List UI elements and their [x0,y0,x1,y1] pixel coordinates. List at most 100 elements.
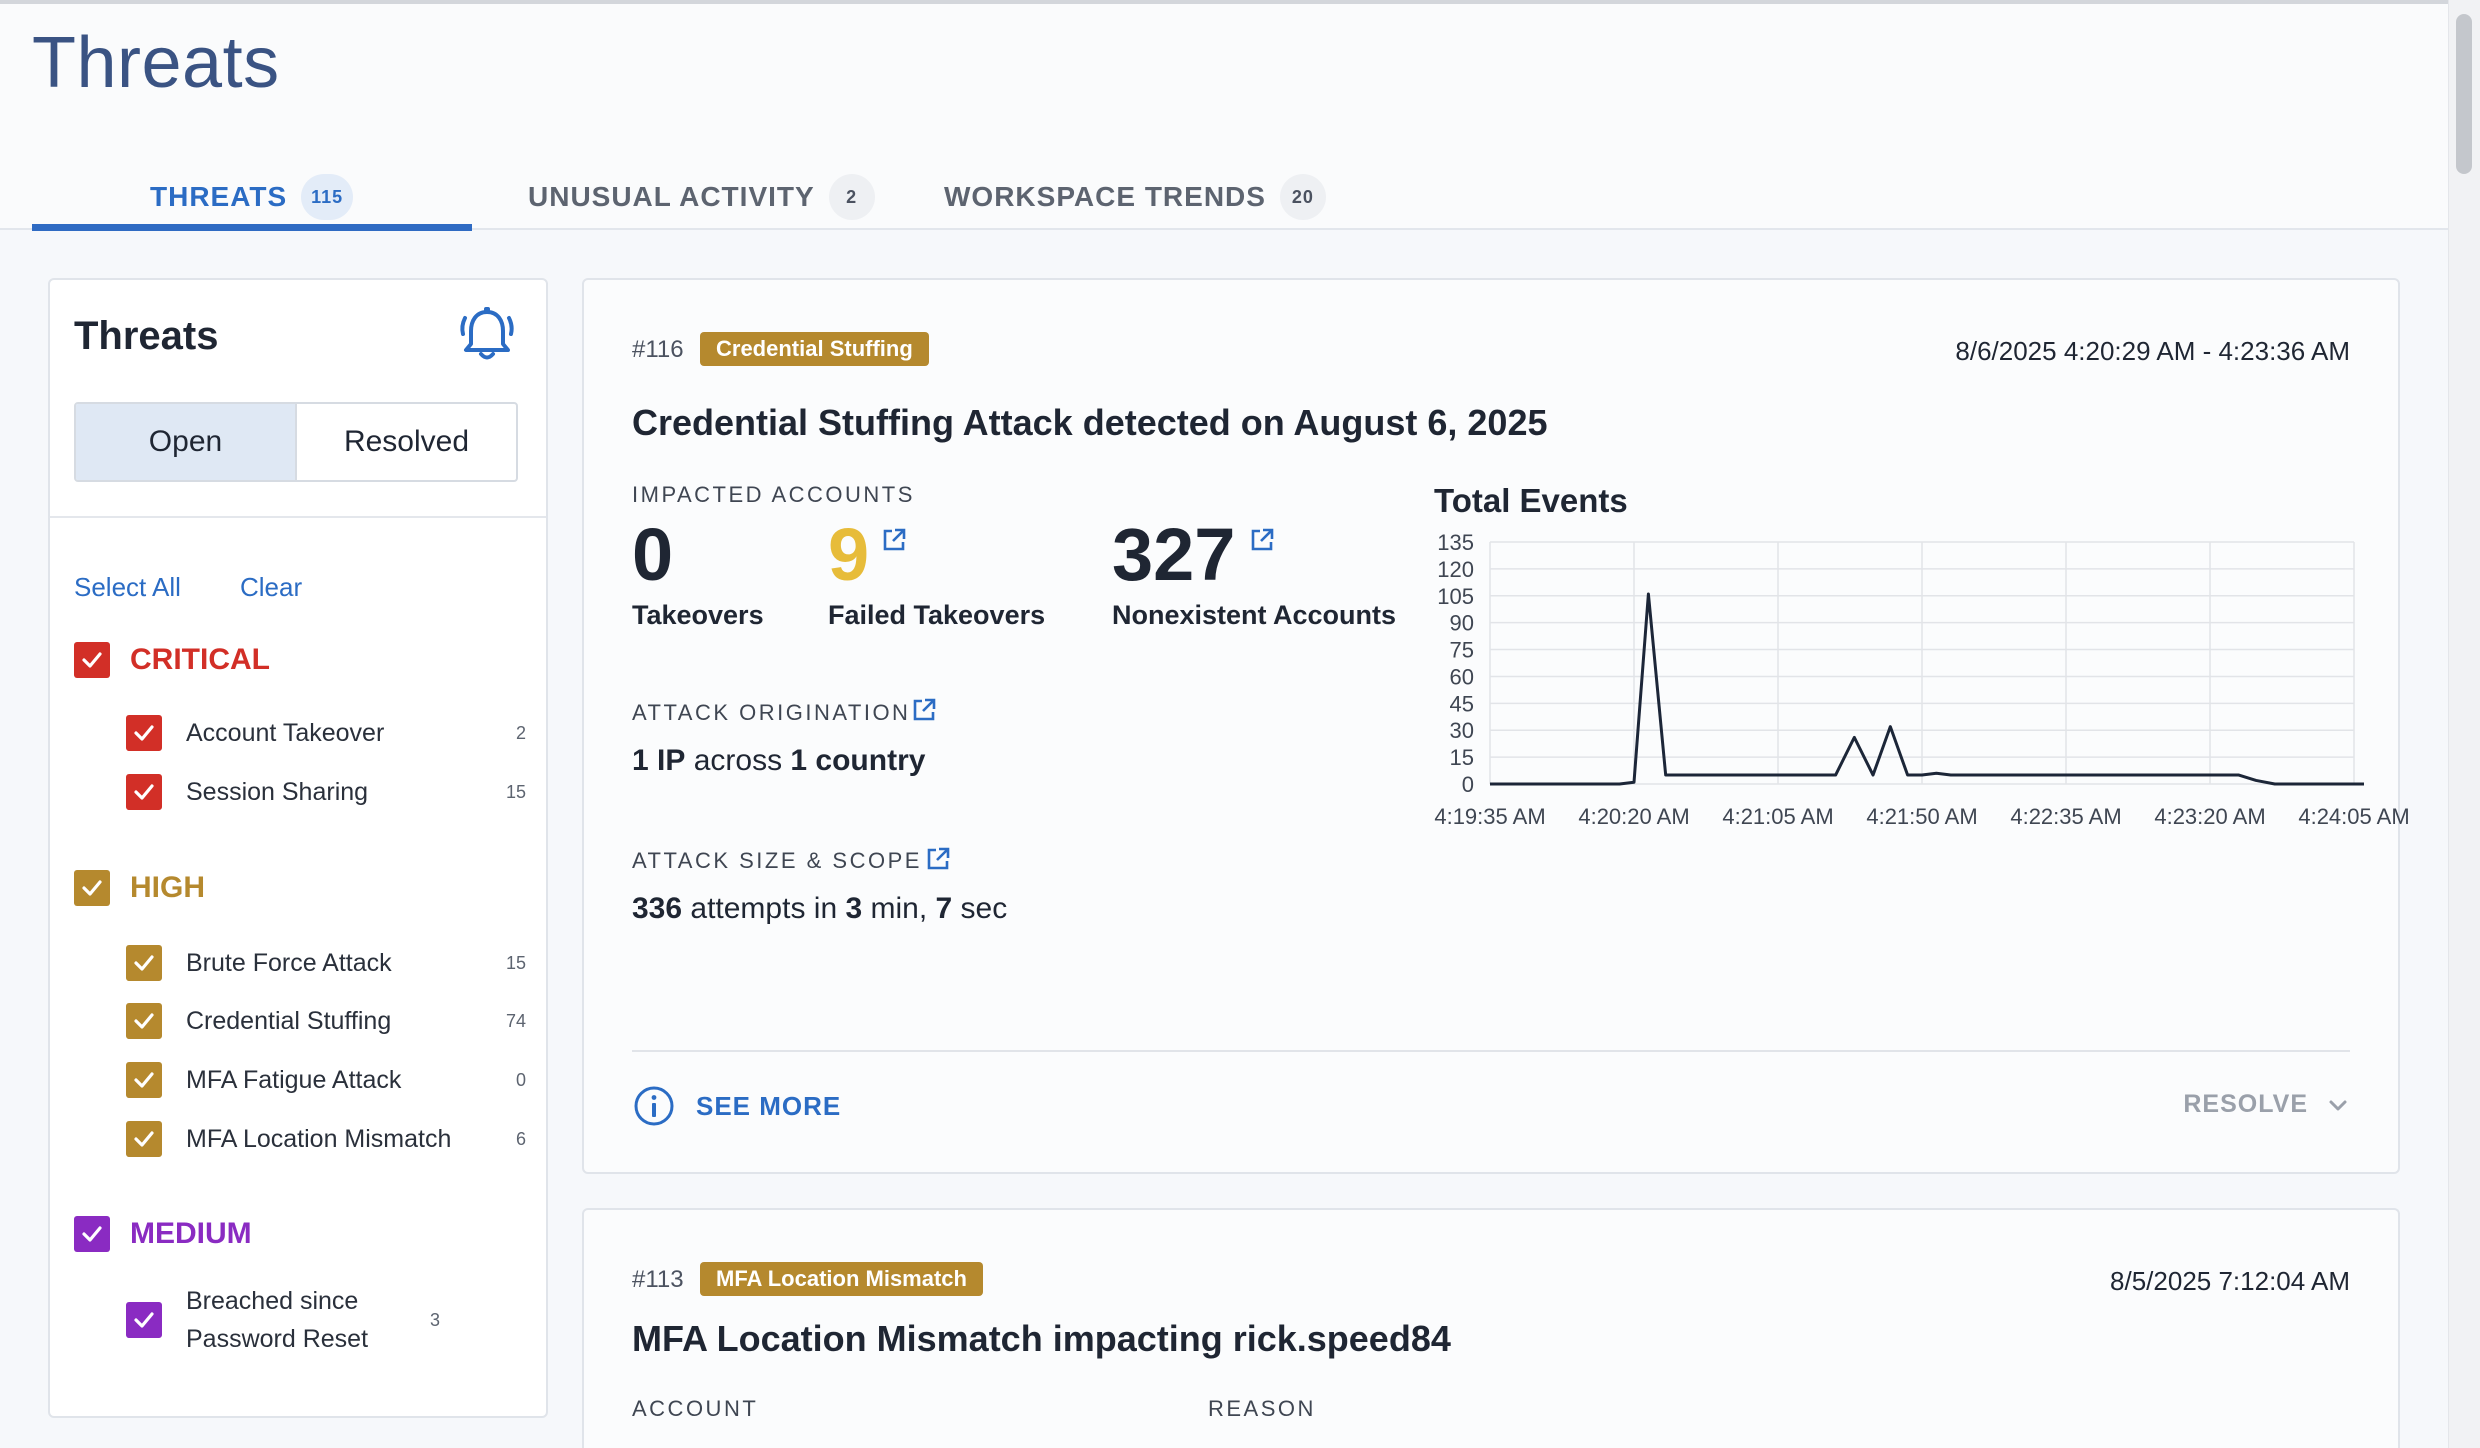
filter-item-label: Credential Stuffing [186,1007,392,1035]
nonexistent-accounts-label: Nonexistent Accounts [1112,600,1397,630]
filter-item-session-sharing[interactable]: Session Sharing 15 [126,773,526,811]
scrollbar[interactable] [2448,0,2480,1448]
checkbox[interactable] [126,945,162,981]
filter-item-count: 3 [429,1309,440,1330]
select-all-link[interactable]: Select All [74,572,181,602]
checkbox[interactable] [126,1062,162,1098]
open-toggle-button[interactable]: Open [76,404,297,480]
chart-series-line [1490,592,2364,786]
chart-x-tick-label: 4:23:20 AM [2154,804,2266,829]
threat-id: #116 [632,336,684,363]
threat-title[interactable]: Credential Stuffing Attack detected on A… [632,402,1548,443]
status-toggle: Open Resolved [74,402,518,482]
chart-y-tick-label: 105 [1437,584,1474,609]
filter-item-mfa-location-mismatch[interactable]: MFA Location Mismatch 6 [126,1120,526,1158]
tab-count: 115 [301,174,354,220]
checkbox[interactable] [126,774,162,810]
resolved-toggle-button[interactable]: Resolved [343,425,470,458]
attack-origination-value: 1 IP across 1 country [632,744,925,778]
chart-y-tick-label: 30 [1450,718,1474,743]
tab-label: UNUSUAL ACTIVITY [528,181,815,212]
account-label: ACCOUNT [632,1396,759,1421]
resolve-dropdown[interactable]: RESOLVE [2183,1090,2350,1119]
clear-link[interactable]: Clear [240,572,303,602]
checkbox[interactable] [126,1302,162,1338]
checkbox[interactable] [126,715,162,751]
chart-x-tick-label: 4:21:05 AM [1722,804,1834,829]
threat-filter-sidebar: Threats Open Resolved Select All Clear C… [48,278,548,1418]
filter-item-account-takeover[interactable]: Account Takeover 2 [126,714,526,752]
group-label: CRITICAL [130,643,270,676]
active-tab-indicator [32,224,472,231]
filter-item-breached-since-reset[interactable]: Breached since Password Reset 3 [126,1282,526,1358]
threat-date: 8/6/2025 4:20:29 AM - 4:23:36 AM [1955,336,2350,366]
check-icon [134,725,154,741]
checkbox[interactable] [74,870,110,906]
attack-origination-text: ATTACK ORIGINATION [632,700,911,725]
chart-x-axis: 4:19:35 AM 4:20:20 AM 4:21:05 AM 4:21:50 AM… [1424,804,2409,844]
filter-item-brute-force[interactable]: Brute Force Attack 15 [126,944,526,982]
threat-card: #116 Credential Stuffing 8/6/2025 4:20:2… [582,278,2410,1174]
group-label: MEDIUM [130,1217,252,1250]
chart-x-tick-label: 4:20:20 AM [1578,804,1690,829]
external-link-icon[interactable] [924,845,952,873]
chevron-down-icon [2329,1100,2347,1110]
tab-unusual-activity[interactable]: UNUSUAL ACTIVITY 2 [528,164,875,230]
impacted-accounts-label: IMPACTED ACCOUNTS [632,482,915,507]
nonexistent-accounts-value: 327 [1112,513,1236,596]
chart-title: Total Events [1434,482,1628,519]
info-icon [634,1086,674,1126]
group-critical[interactable]: CRITICAL [74,642,270,678]
reason-label: REASON [1208,1396,1316,1421]
filter-item-credential-stuffing[interactable]: Credential Stuffing 74 [126,1002,526,1040]
checkbox[interactable] [74,642,110,678]
see-more-button[interactable]: SEE MORE [632,1084,841,1128]
failed-takeovers-value: 9 [828,513,870,596]
divider [50,516,546,518]
checkbox[interactable] [126,1121,162,1157]
bell-icon[interactable] [456,304,518,366]
chart-x-tick-label: 4:22:35 AM [2010,804,2122,829]
chart-y-tick-label: 120 [1437,557,1474,582]
filter-item-mfa-fatigue[interactable]: MFA Fatigue Attack 0 [126,1061,526,1099]
filter-item-count: 15 [505,781,526,802]
scrollbar-thumb[interactable] [2456,14,2472,174]
tab-count: 20 [1279,174,1326,220]
check-icon [134,955,154,971]
external-link-icon[interactable] [910,696,938,724]
attack-size-label: ATTACK SIZE & SCOPE [632,848,922,874]
tab-label: THREATS [150,181,288,212]
failed-takeovers-label: Failed Takeovers [828,600,1046,630]
attempts-count: 336 [632,892,683,925]
tab-threats[interactable]: THREATS 115 [150,164,354,230]
chart-y-tick-label: 75 [1450,638,1474,663]
chart-y-tick-label: 60 [1450,664,1474,689]
chart-y-tick-label: 0 [1462,772,1474,797]
group-high[interactable]: HIGH [74,870,205,906]
sidebar-title: Threats [74,314,219,358]
chart-y-tick-label: 45 [1450,691,1474,716]
header: Threats THREATS 115 UNUSUAL ACTIVITY 2 W… [0,0,2448,231]
tab-workspace-trends[interactable]: WORKSPACE TRENDS 20 [944,164,1326,230]
minutes-count: 3 [845,892,863,925]
group-label: HIGH [130,871,205,904]
group-medium[interactable]: MEDIUM [74,1216,252,1252]
threat-title[interactable]: MFA Location Mismatch impacting rick.spe… [632,1318,1451,1359]
seconds-count: 7 [935,892,953,925]
external-link-icon[interactable] [880,526,908,554]
attack-size-value: 336 attempts in 3 min, 7 sec [632,892,1007,926]
checkbox[interactable] [126,1003,162,1039]
check-icon [134,1072,154,1088]
filter-item-label: Brute Force Attack [186,949,392,977]
external-link-icon[interactable] [1248,526,1276,554]
size-text: min, [862,892,936,925]
chart-y-tick-label: 15 [1450,745,1474,770]
threat-id: #113 [632,1266,684,1293]
takeovers-value: 0 [632,513,674,596]
chart-y-tick-label: 90 [1450,611,1474,636]
filter-item-label: MFA Fatigue Attack [186,1066,402,1094]
tab-count: 2 [828,174,875,220]
attack-size-text: ATTACK SIZE & SCOPE [632,848,922,873]
checkbox[interactable] [74,1216,110,1252]
